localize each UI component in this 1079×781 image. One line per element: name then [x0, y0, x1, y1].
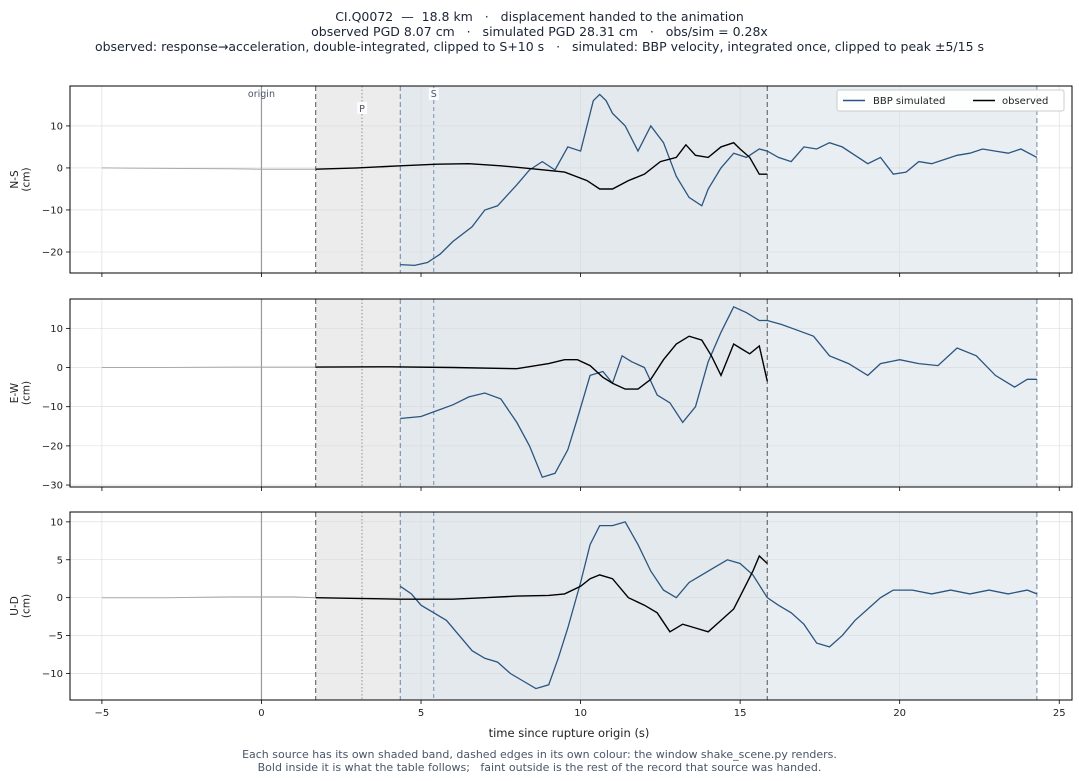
y-axis-label-line: E-W — [9, 382, 21, 403]
title-line-1: CI.Q0072 — 18.8 km · displacement handed… — [335, 9, 744, 24]
observed-series-faint — [101, 596, 316, 599]
x-tick-label: 10 — [574, 708, 587, 719]
y-tick-label: −30 — [42, 481, 63, 492]
observed-series-line — [315, 554, 768, 633]
y-tick-label: −5 — [48, 631, 63, 642]
panel-plot-area — [70, 86, 1072, 273]
x-tick-label: 0 — [258, 708, 264, 719]
y-axis-label-line: (cm) — [20, 381, 32, 405]
y-axis-label-line: (cm) — [20, 167, 32, 191]
panel-frame — [69, 511, 1073, 701]
panel-e-w: −30 −20 −10 0 10 E-W(cm) — [9, 298, 1073, 492]
legend-box — [836, 89, 1065, 112]
y-tick-label: −20 — [42, 441, 63, 452]
y-tick-label: 0 — [57, 593, 63, 604]
y-tick-label: 10 — [50, 517, 63, 528]
simulated-series-line — [400, 305, 1037, 478]
y-tick-label: −10 — [42, 402, 63, 413]
simulated-window-band — [400, 512, 1037, 700]
y-tick-label: 0 — [57, 363, 63, 374]
s-label-bg — [428, 88, 439, 100]
simulated-window-band — [400, 86, 1037, 273]
y-axis-label-line: (cm) — [20, 594, 32, 618]
panel-plot-area — [70, 512, 1072, 700]
observed-series-line — [315, 335, 768, 390]
footer-line-1: Each source has its own shaded band, das… — [242, 748, 837, 761]
x-tick-label: −5 — [95, 708, 110, 719]
y-tick-label: −10 — [42, 669, 63, 680]
title-line-2: observed PGD 8.07 cm · simulated PGD 28.… — [311, 24, 768, 39]
x-tick-label: 25 — [1053, 708, 1066, 719]
observed-series-line — [315, 141, 768, 190]
panel-frame — [69, 298, 1073, 488]
simulated-window-band — [400, 299, 1037, 487]
x-tick-label: 5 — [418, 708, 424, 719]
y-axis-label: N-S(cm) — [9, 167, 33, 191]
y-axis-label: U-D(cm) — [9, 594, 33, 618]
legend-label-observed: observed — [1002, 96, 1048, 107]
origin-label: origin — [248, 89, 275, 100]
x-tick-label: 20 — [893, 708, 906, 719]
y-axis-label-line: U-D — [9, 596, 21, 616]
legend-label-simulated: BBP simulated — [873, 96, 945, 107]
x-tick-label: 15 — [734, 708, 747, 719]
y-tick-label: 10 — [50, 324, 63, 335]
footer-line-2: Bold inside it is what the table follows… — [257, 761, 822, 774]
y-tick-label: 0 — [57, 163, 63, 174]
simulated-series-line — [399, 521, 1038, 690]
simulated-series-line — [400, 93, 1038, 267]
y-tick-label: −10 — [42, 205, 63, 216]
y-tick-label: 5 — [57, 555, 63, 566]
p-label: P — [359, 104, 365, 115]
y-tick-label: 10 — [50, 121, 63, 132]
panel-plot-area — [70, 299, 1072, 487]
x-axis-label: time since rupture origin (s) — [489, 726, 650, 740]
observed-series-faint — [101, 167, 316, 170]
y-axis-label: E-W(cm) — [9, 381, 33, 405]
y-axis-label-line: N-S — [9, 170, 21, 189]
title-line-3: observed: response→acceleration, double-… — [94, 39, 985, 54]
panel-n-s: −20 −10 0 10 N-S(cm) origin P S BBP simulated obs… — [9, 85, 1073, 277]
y-tick-label: −20 — [42, 247, 63, 258]
s-label: S — [431, 89, 437, 100]
legend: BBP simulated observed — [836, 89, 1065, 112]
panel-frame — [69, 85, 1073, 274]
panel-u-d: −10 −5 0 5 10 U-D(cm) −5 0 5 10 15 20 25 time since r… — [9, 511, 1073, 740]
p-label-bg — [356, 102, 367, 114]
